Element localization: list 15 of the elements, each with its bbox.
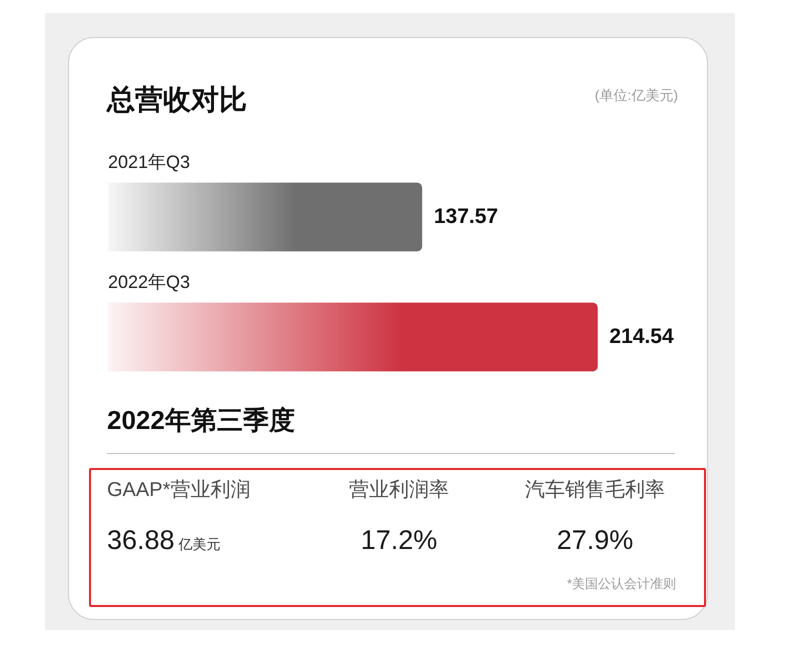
chart-title: 总营收对比 — [107, 83, 247, 117]
y-tick-label: 2021年Q3 — [108, 152, 190, 172]
text: 2022年第三季度 — [107, 404, 295, 437]
data-label: 137.57 — [434, 204, 498, 228]
data-label: 27.9% — [556, 525, 634, 555]
text: *美国公认会计准则 — [566, 575, 676, 593]
data-label: 17.2% — [360, 525, 438, 555]
data-label: 214.54 — [609, 324, 674, 348]
text: 亿美元 — [178, 536, 221, 552]
category-label: 汽车销售毛利率 — [524, 478, 666, 503]
data-label: 36.88 — [107, 525, 175, 555]
category-label: 营业利润率 — [348, 478, 450, 503]
category-label: GAAP*营业利润 — [107, 478, 250, 503]
text: (单位:亿美元) — [594, 87, 678, 105]
y-tick-label: 2022年Q3 — [108, 272, 190, 292]
